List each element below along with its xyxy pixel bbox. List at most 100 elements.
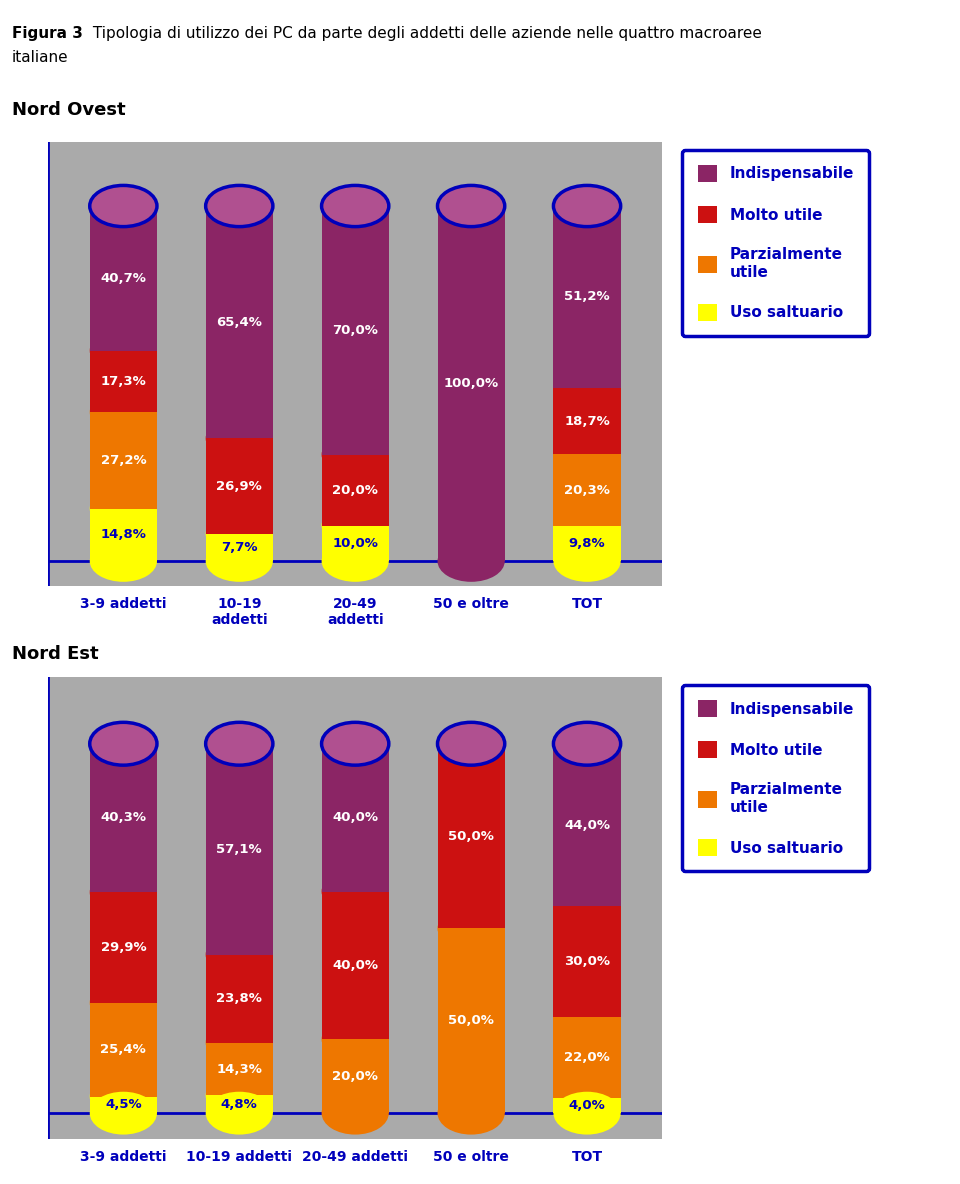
Bar bbox=[553, 388, 621, 455]
Ellipse shape bbox=[322, 722, 389, 765]
Text: 18,7%: 18,7% bbox=[564, 414, 610, 427]
Text: 10,0%: 10,0% bbox=[332, 538, 378, 549]
Ellipse shape bbox=[89, 392, 157, 432]
Bar bbox=[553, 527, 621, 561]
Ellipse shape bbox=[89, 722, 157, 765]
Ellipse shape bbox=[322, 722, 389, 765]
Text: Nord Ovest: Nord Ovest bbox=[12, 101, 125, 118]
Ellipse shape bbox=[322, 541, 389, 581]
Ellipse shape bbox=[89, 330, 157, 371]
Ellipse shape bbox=[205, 514, 273, 554]
Text: 29,9%: 29,9% bbox=[101, 941, 146, 954]
Bar bbox=[89, 744, 157, 893]
Text: 40,0%: 40,0% bbox=[332, 811, 378, 824]
Ellipse shape bbox=[89, 1075, 157, 1118]
Ellipse shape bbox=[322, 435, 389, 475]
Bar bbox=[89, 1096, 157, 1113]
Text: 40,7%: 40,7% bbox=[101, 272, 146, 285]
Bar bbox=[322, 206, 389, 455]
Bar bbox=[205, 744, 273, 954]
Text: 14,3%: 14,3% bbox=[216, 1062, 262, 1075]
Ellipse shape bbox=[553, 996, 621, 1038]
Text: 50,0%: 50,0% bbox=[448, 830, 494, 843]
Text: 40,3%: 40,3% bbox=[101, 811, 146, 824]
Text: 26,9%: 26,9% bbox=[216, 480, 262, 493]
Text: 4,8%: 4,8% bbox=[221, 1098, 257, 1111]
Ellipse shape bbox=[89, 870, 157, 914]
Ellipse shape bbox=[553, 884, 621, 928]
Bar bbox=[205, 954, 273, 1043]
Ellipse shape bbox=[89, 186, 157, 226]
Ellipse shape bbox=[322, 186, 389, 226]
Bar bbox=[205, 1043, 273, 1095]
Legend: Indispensabile, Molto utile, Parzialmente
utile, Uso saltuario: Indispensabile, Molto utile, Parzialment… bbox=[683, 149, 870, 336]
Ellipse shape bbox=[553, 506, 621, 547]
Text: 57,1%: 57,1% bbox=[216, 843, 262, 856]
Ellipse shape bbox=[553, 186, 621, 226]
Bar bbox=[89, 350, 157, 412]
Text: 20,0%: 20,0% bbox=[332, 1069, 378, 1082]
Ellipse shape bbox=[438, 722, 505, 765]
Text: 27,2%: 27,2% bbox=[101, 453, 146, 466]
Ellipse shape bbox=[205, 722, 273, 765]
Ellipse shape bbox=[322, 1092, 389, 1134]
Text: 9,8%: 9,8% bbox=[568, 538, 606, 551]
Ellipse shape bbox=[205, 186, 273, 226]
Ellipse shape bbox=[322, 1018, 389, 1061]
Ellipse shape bbox=[553, 722, 621, 765]
Text: Figura 3: Figura 3 bbox=[12, 26, 83, 41]
Ellipse shape bbox=[438, 907, 505, 950]
Text: 4,5%: 4,5% bbox=[105, 1099, 142, 1112]
Bar bbox=[553, 206, 621, 388]
Bar bbox=[89, 1003, 157, 1096]
Text: Nord Est: Nord Est bbox=[12, 645, 98, 663]
Ellipse shape bbox=[438, 541, 505, 581]
Text: 44,0%: 44,0% bbox=[564, 818, 610, 831]
Ellipse shape bbox=[89, 541, 157, 581]
Ellipse shape bbox=[438, 1092, 505, 1134]
Text: 70,0%: 70,0% bbox=[332, 324, 378, 336]
Bar bbox=[553, 744, 621, 906]
Bar bbox=[322, 526, 389, 561]
Ellipse shape bbox=[553, 1092, 621, 1134]
Text: 25,4%: 25,4% bbox=[101, 1043, 146, 1056]
Bar bbox=[89, 412, 157, 509]
Bar bbox=[205, 438, 273, 534]
Ellipse shape bbox=[322, 870, 389, 913]
Text: 4,0%: 4,0% bbox=[568, 1099, 606, 1112]
Ellipse shape bbox=[553, 1077, 621, 1120]
Bar bbox=[322, 1040, 389, 1113]
Text: 65,4%: 65,4% bbox=[216, 316, 262, 329]
Bar bbox=[553, 1017, 621, 1099]
Ellipse shape bbox=[322, 506, 389, 546]
Ellipse shape bbox=[205, 1021, 273, 1064]
Text: Tipologia di utilizzo dei PC da parte degli addetti delle aziende nelle quattro : Tipologia di utilizzo dei PC da parte de… bbox=[88, 26, 762, 41]
Ellipse shape bbox=[205, 186, 273, 226]
Ellipse shape bbox=[205, 933, 273, 976]
Ellipse shape bbox=[438, 722, 505, 765]
Ellipse shape bbox=[553, 367, 621, 408]
Bar bbox=[438, 744, 505, 928]
Bar bbox=[89, 509, 157, 561]
Bar bbox=[89, 206, 157, 350]
Text: 30,0%: 30,0% bbox=[564, 955, 610, 969]
Bar bbox=[205, 1095, 273, 1113]
Bar bbox=[89, 893, 157, 1003]
Text: 50,0%: 50,0% bbox=[448, 1015, 494, 1028]
Text: 17,3%: 17,3% bbox=[101, 375, 146, 388]
Ellipse shape bbox=[553, 186, 621, 226]
Bar bbox=[438, 928, 505, 1113]
Bar bbox=[553, 455, 621, 527]
Bar bbox=[553, 906, 621, 1017]
Ellipse shape bbox=[89, 982, 157, 1024]
Text: 40,0%: 40,0% bbox=[332, 959, 378, 972]
Ellipse shape bbox=[553, 433, 621, 475]
Text: 51,2%: 51,2% bbox=[564, 290, 610, 303]
Ellipse shape bbox=[89, 488, 157, 529]
Text: italiane: italiane bbox=[12, 50, 68, 65]
Ellipse shape bbox=[205, 541, 273, 581]
Ellipse shape bbox=[205, 722, 273, 765]
Ellipse shape bbox=[438, 186, 505, 226]
Bar bbox=[322, 892, 389, 1040]
Bar bbox=[322, 455, 389, 526]
